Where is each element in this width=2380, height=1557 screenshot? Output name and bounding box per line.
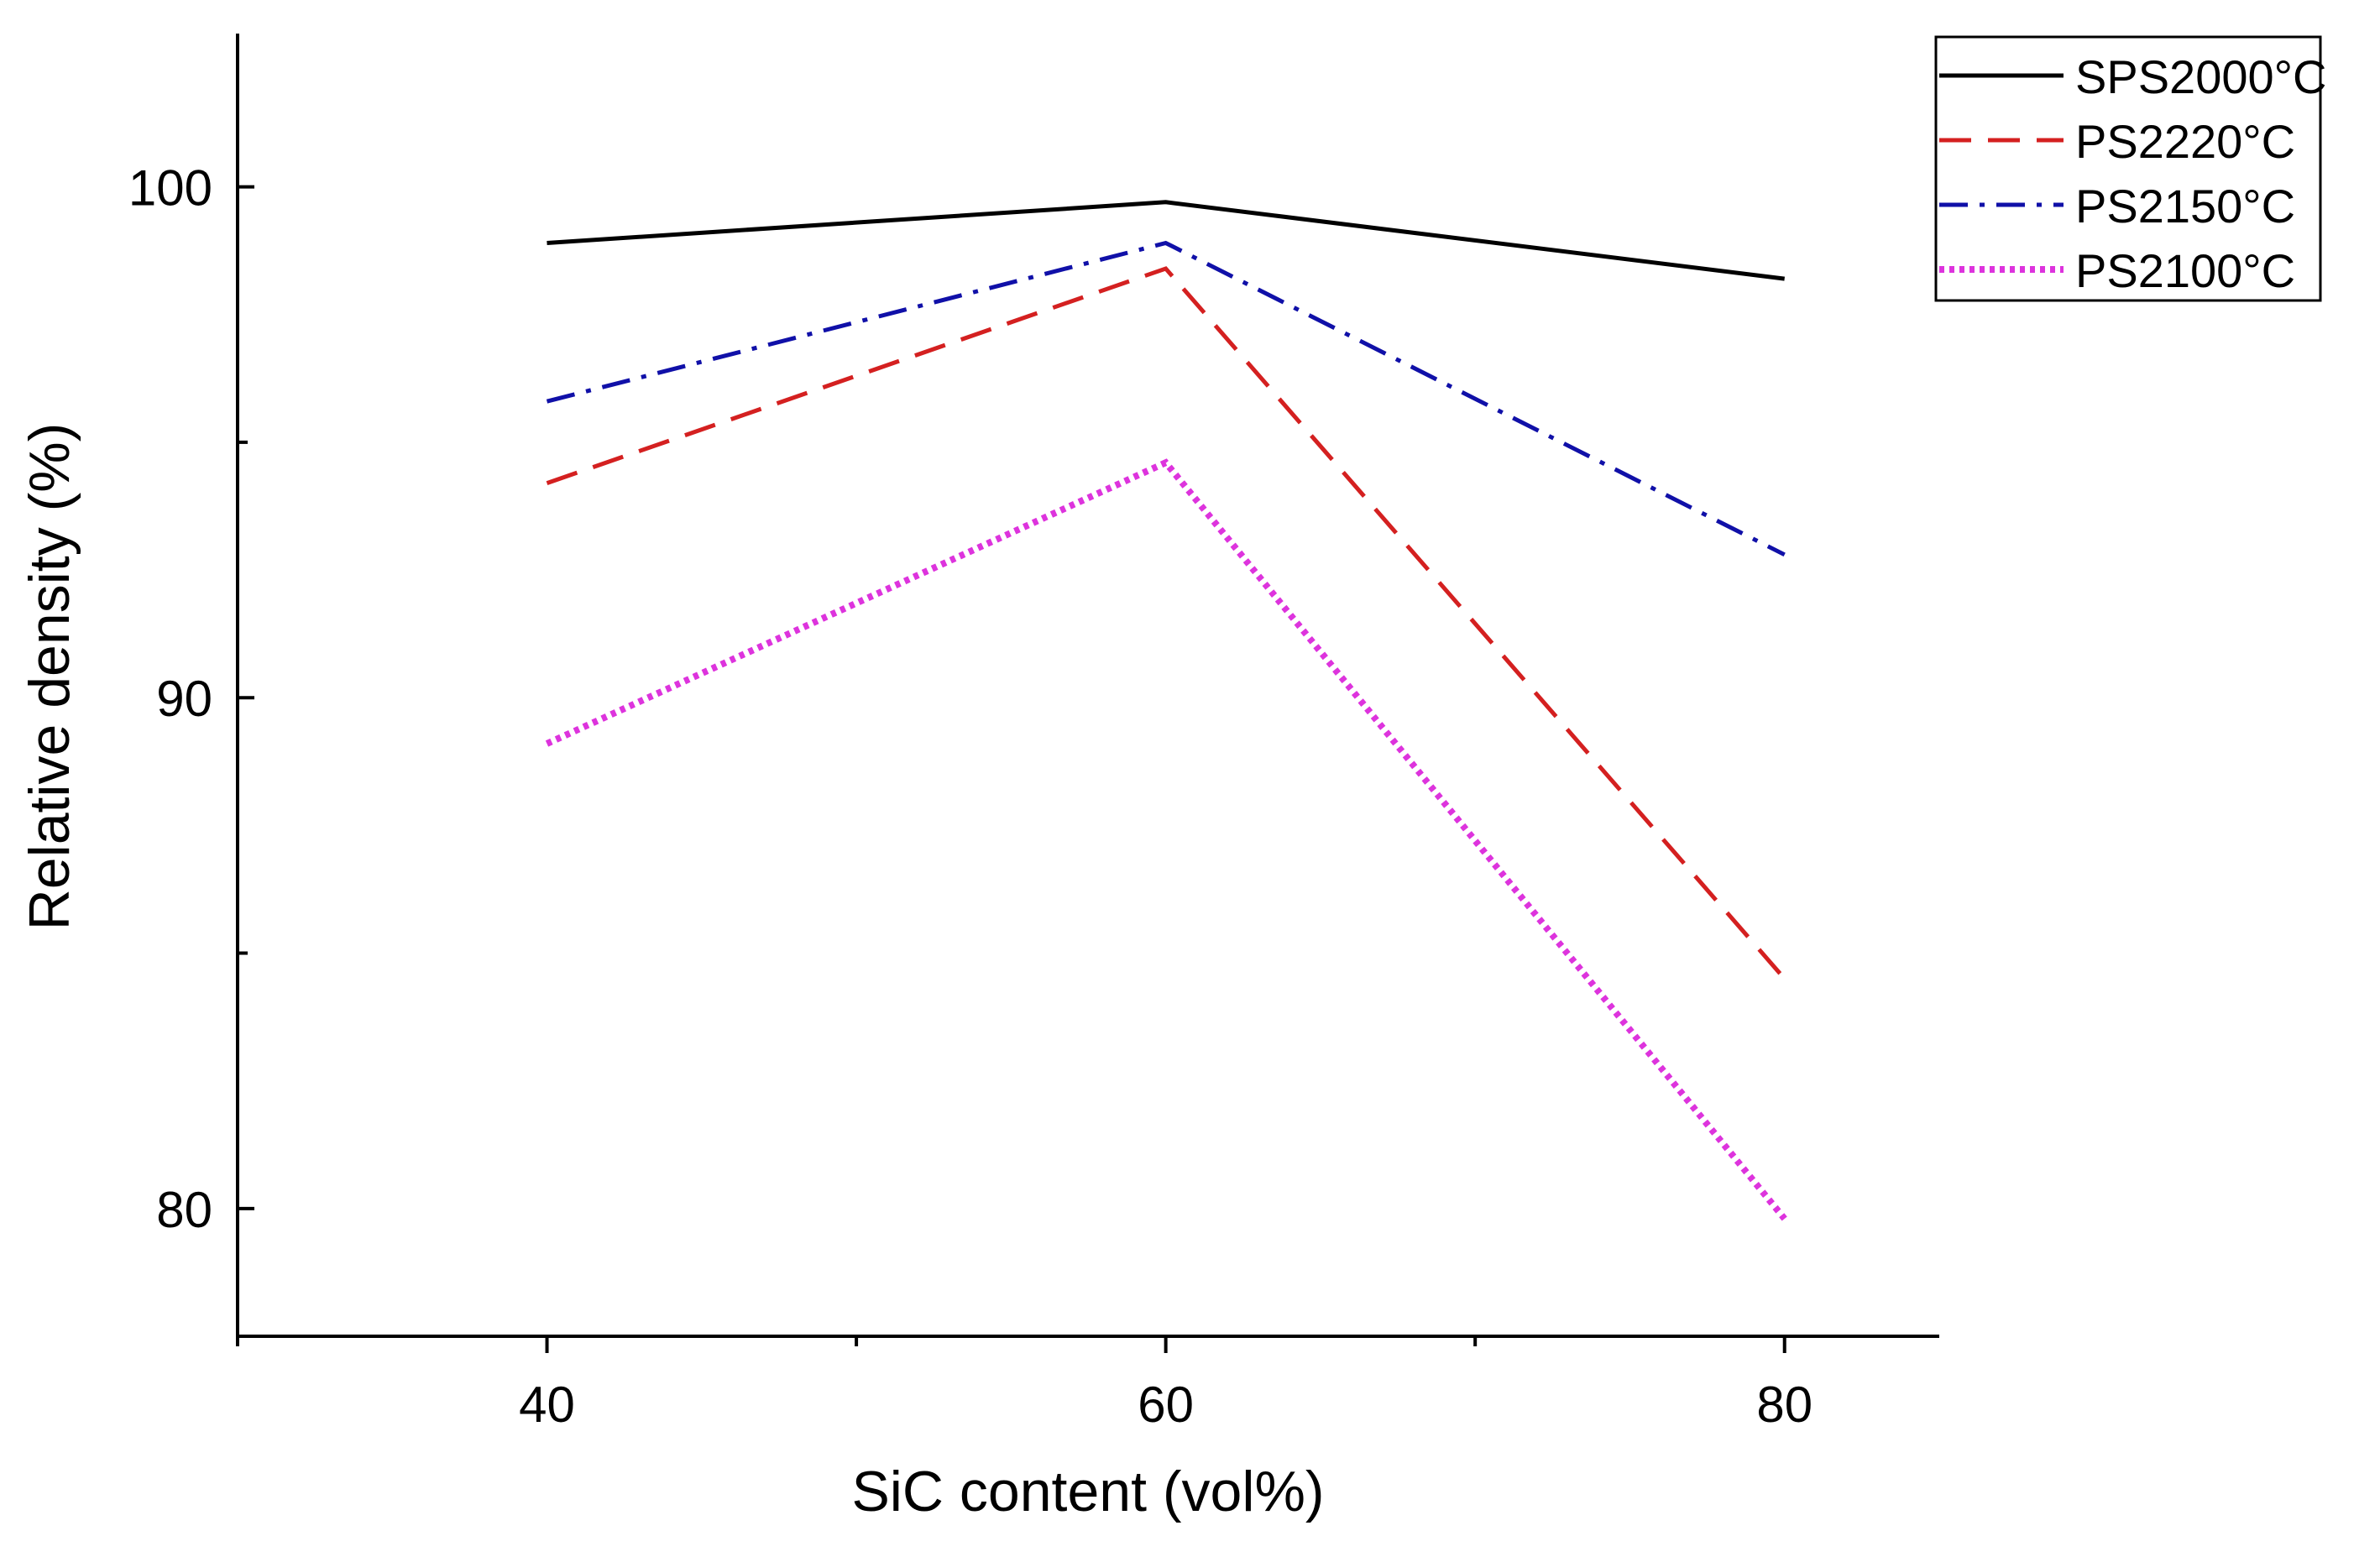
legend-label: PS2220°C <box>2075 115 2295 168</box>
legend: SPS2000°C PS2220°C PS2150°C PS2100°C <box>1934 35 2326 302</box>
legend-label: PS2100°C <box>2075 244 2295 297</box>
y-tick-label: 80 <box>156 1182 212 1238</box>
series-line-ps2220c <box>546 266 1786 980</box>
x-axis-label: SiC content (vol%) <box>851 1460 1324 1523</box>
y-axis-label: Relative density (%) <box>18 423 81 931</box>
y-tick-label: 90 <box>156 671 212 727</box>
x-tick-label: 80 <box>1756 1377 1812 1433</box>
axes: 80 90 100 40 60 80 <box>128 34 1939 1433</box>
x-tick-label: 60 <box>1138 1377 1194 1433</box>
legend-box <box>1934 35 2322 302</box>
series-line-ps2100c <box>545 458 1787 1221</box>
series-line-ps2150c <box>546 240 1786 557</box>
legend-label: PS2150°C <box>2075 180 2295 233</box>
x-tick-label: 40 <box>519 1377 575 1433</box>
y-tick-label: 100 <box>128 160 212 217</box>
series-lines <box>545 200 1787 1221</box>
series-line-sps2000c <box>547 200 1786 281</box>
legend-label: SPS2000°C <box>2075 50 2326 103</box>
